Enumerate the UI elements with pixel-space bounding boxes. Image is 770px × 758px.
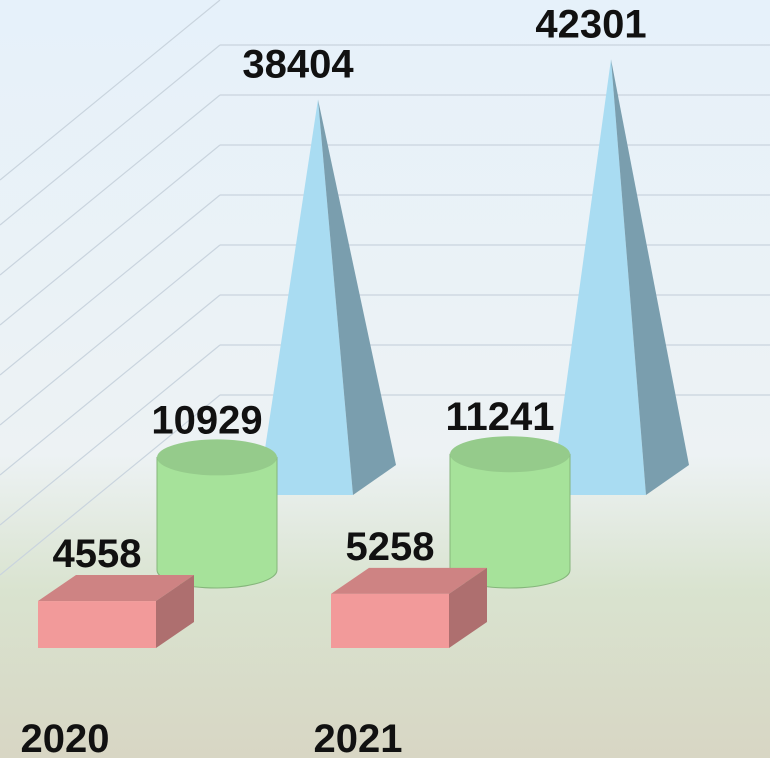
cylinder-top [157,439,277,475]
value-label: 38404 [242,42,354,86]
value-label: 11241 [445,395,554,439]
value-label: 42301 [535,2,646,46]
cylinder-body [157,457,277,588]
value-label: 10929 [151,398,262,442]
box-front [38,601,156,648]
value-label: 4558 [53,532,142,576]
x-tick-label: 2020 [21,717,110,758]
chart: 38404 42301 10929 11241 4558 5258 2020 2021 [0,0,770,758]
cylinder-top [450,436,570,472]
box-front [331,594,449,648]
value-label: 5258 [346,525,435,569]
x-tick-label: 2021 [314,717,403,758]
